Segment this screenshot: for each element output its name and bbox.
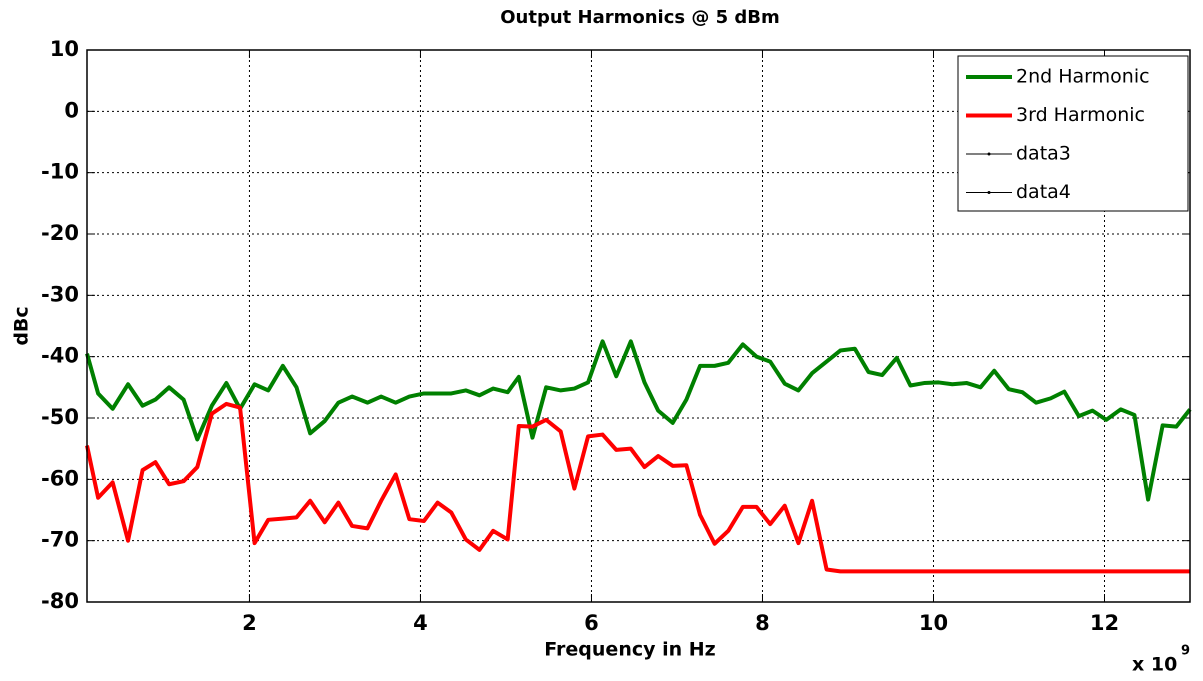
y-tick-label: -30 — [41, 282, 79, 306]
legend-marker — [987, 191, 991, 194]
legend: 2nd Harmonic 3rd Harmonic data3 data4 — [957, 55, 1189, 212]
x-tick-label: 6 — [584, 611, 599, 635]
legend-marker — [987, 152, 991, 156]
y-tick-label: -80 — [41, 589, 79, 613]
y-tick-label: 0 — [64, 98, 79, 122]
y-tick-label: -10 — [41, 160, 79, 184]
x-multiplier: x 10 — [1132, 654, 1177, 676]
plot-frame — [86, 49, 1191, 603]
x-tick-label: 12 — [1090, 611, 1119, 635]
y-tick-label: -50 — [41, 405, 79, 429]
y-tick-label: -70 — [41, 528, 79, 552]
legend-label: data3 — [1016, 143, 1071, 165]
x-exponent: 9 — [1181, 644, 1190, 659]
x-axis-label: Frequency in Hz — [544, 639, 715, 661]
x-tick-label: 4 — [413, 611, 428, 635]
y-axis-label: dBc — [11, 306, 33, 345]
x-tick-label: 10 — [919, 611, 948, 635]
x-tick-label: 8 — [755, 611, 770, 635]
series-line — [85, 401, 1190, 574]
chart-title: Output Harmonics @ 5 dBm — [500, 7, 780, 28]
y-tick-label: 10 — [50, 37, 79, 61]
x-tick-label: 2 — [242, 611, 257, 635]
legend-label: data4 — [1016, 181, 1071, 203]
y-tick-label: -20 — [41, 221, 79, 245]
legend-label: 2nd Harmonic — [1016, 66, 1150, 88]
legend-label: 3rd Harmonic — [1016, 104, 1145, 126]
legend-box — [957, 55, 1189, 212]
y-tick-label: -60 — [41, 466, 79, 490]
y-tick-label: -40 — [41, 344, 79, 368]
series-line — [85, 339, 1192, 502]
